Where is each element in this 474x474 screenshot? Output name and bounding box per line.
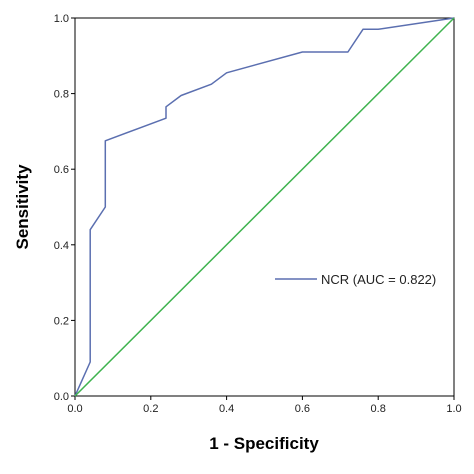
reference-diagonal-line — [74, 17, 455, 397]
x-tick-label: 1.0 — [446, 403, 461, 415]
y-axis-title: Sensitivity — [13, 164, 32, 250]
y-axis-ticks: 0.0 0.2 0.4 0.6 0.8 1.0 — [54, 13, 75, 403]
x-axis-ticks: 0.0 0.2 0.4 0.6 0.8 1.0 — [67, 396, 462, 415]
roc-curve-ncr — [74, 17, 455, 397]
y-tick-label: 0.8 — [54, 89, 69, 101]
series-layer — [74, 17, 455, 397]
x-tick-label: 0.0 — [67, 403, 82, 415]
y-tick-label: 0.4 — [54, 240, 69, 252]
x-axis-title: 1 - Specificity — [209, 434, 319, 453]
x-tick-label: 0.2 — [143, 403, 158, 415]
x-tick-label: 0.8 — [371, 403, 386, 415]
x-tick-label: 0.4 — [219, 403, 234, 415]
x-tick-label: 0.6 — [295, 403, 310, 415]
legend-label-ncr: NCR (AUC = 0.822) — [321, 272, 436, 287]
y-tick-label: 0.2 — [54, 315, 69, 327]
legend: NCR (AUC = 0.822) — [275, 272, 436, 287]
y-tick-label: 0.0 — [54, 391, 69, 403]
y-tick-label: 0.6 — [54, 164, 69, 176]
y-tick-label: 1.0 — [54, 13, 69, 25]
